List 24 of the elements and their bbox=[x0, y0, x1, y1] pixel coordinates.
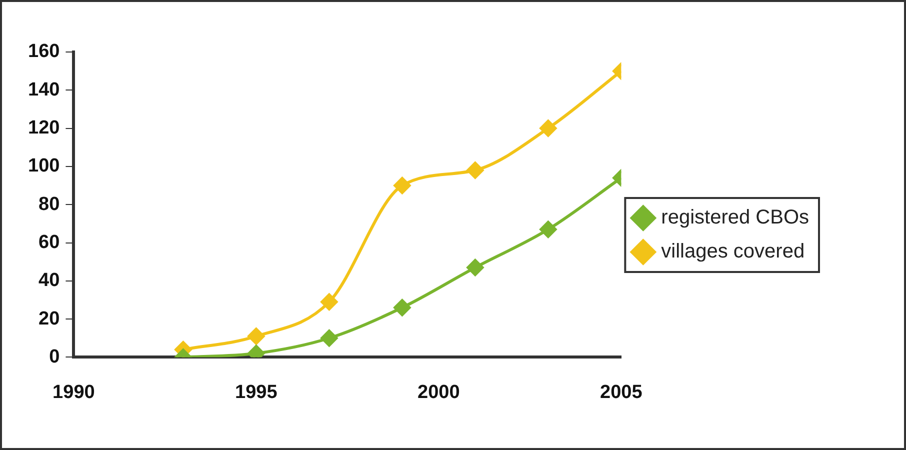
x-tick-label: 1995 bbox=[235, 382, 278, 403]
point bbox=[394, 177, 411, 194]
point bbox=[320, 330, 338, 347]
x-tick-label: 2000 bbox=[418, 382, 460, 403]
y-tick-label: 120 bbox=[28, 118, 60, 139]
point bbox=[466, 162, 484, 179]
y-tick-label: 40 bbox=[38, 270, 60, 292]
point bbox=[320, 293, 338, 310]
y-tick-label: 160 bbox=[28, 41, 60, 62]
y-tick-label: 0 bbox=[49, 346, 60, 368]
y-tick-label: 60 bbox=[38, 232, 60, 253]
point bbox=[394, 299, 411, 316]
y-tick-label: 20 bbox=[38, 308, 60, 330]
y-tick-label: 80 bbox=[38, 194, 60, 215]
legend-label: registered CBOs bbox=[661, 206, 810, 229]
point bbox=[466, 259, 484, 276]
point bbox=[540, 220, 557, 238]
legend-label: villages covered bbox=[661, 240, 805, 263]
x-tick-label: 1990 bbox=[52, 382, 95, 403]
y-tick-label: 100 bbox=[28, 156, 60, 177]
point bbox=[540, 120, 557, 137]
point bbox=[248, 328, 265, 345]
y-tick-label: 140 bbox=[28, 79, 60, 100]
x-tick-label: 2005 bbox=[600, 382, 643, 403]
